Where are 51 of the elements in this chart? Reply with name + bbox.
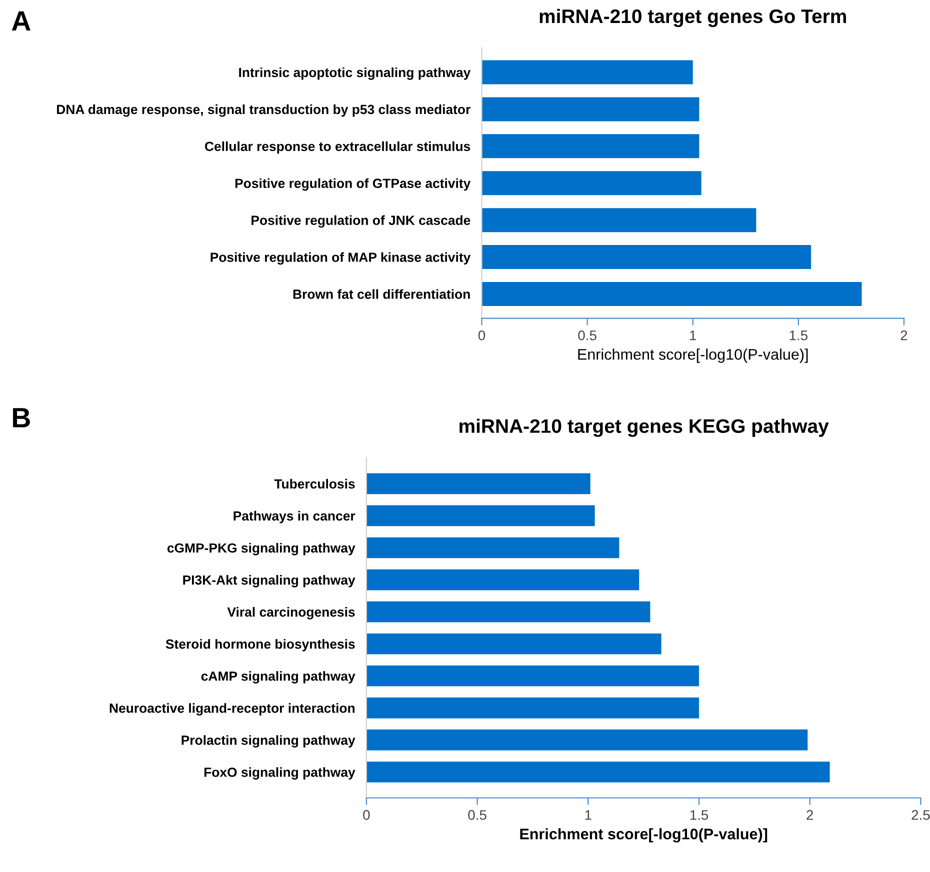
bar: [366, 762, 830, 782]
x-axis-title: Enrichment score[-log10(P-value)]: [578, 348, 808, 363]
y-tick-label: Steroid hormone biosynthesis: [166, 639, 355, 652]
x-tick-label: 0: [363, 810, 370, 820]
y-tick-label: Cellular response to extracellular stimulus: [205, 141, 470, 154]
y-tick-label: Positive regulation of GTPase activity: [235, 178, 471, 191]
y-tick-label: cAMP signaling pathway: [201, 671, 356, 684]
y-tick-label: PI3K-Akt signaling pathway: [183, 575, 356, 588]
y-tick-label: Prolactin signaling pathway: [182, 735, 356, 748]
y-tick-label: Positive regulation of MAP kinase activity: [210, 252, 471, 265]
y-tick-label: Pathways in cancer: [234, 510, 356, 524]
y-tick-label: Tuberculosis: [274, 478, 355, 489]
y-tick-label: Brown fat cell differentiation: [293, 289, 470, 299]
bar: [482, 282, 862, 306]
bar: [482, 60, 693, 84]
x-tick-label: 1: [585, 810, 592, 820]
text: B: [13, 408, 30, 428]
y-tick-label: FoxO signaling pathway: [204, 767, 356, 780]
y-tick-label: cGMP-PKG signaling pathway: [167, 542, 356, 556]
x-tick-label: 2: [900, 330, 908, 340]
chart-title: miRNA-210 target genes Go Term: [540, 8, 846, 28]
bar: [366, 730, 808, 750]
x-tick-label: 1: [690, 330, 696, 340]
y-tick-label: DNA damage response, signal transduction by p53 class mediator: [57, 104, 470, 117]
x-tick-label: 0.5: [468, 810, 486, 820]
bar: [482, 134, 700, 158]
bar: [482, 208, 756, 232]
x-tick-label: 1.5: [690, 810, 708, 820]
text: A: [12, 11, 30, 31]
bar: [366, 473, 590, 494]
y-tick-label: Intrinsic apoptotic signaling pathway: [239, 67, 471, 80]
x-tick-label: 2: [806, 810, 814, 820]
x-tick-label: 0.5: [578, 330, 596, 340]
bar: [366, 505, 595, 526]
x-tick-label: 1.5: [790, 330, 808, 340]
bar: [366, 537, 620, 558]
bar: [366, 569, 640, 590]
bar: [482, 171, 702, 196]
x-tick-label: 2.5: [912, 810, 930, 820]
x-tick-label: 0: [478, 330, 486, 340]
chart-title: miRNA-210 target genes KEGG pathway: [460, 418, 829, 437]
bar: [482, 245, 812, 270]
bar: [366, 633, 662, 654]
y-tick-label: Positive regulation of JNK cascade: [252, 215, 470, 228]
bar: [366, 601, 650, 622]
bar: [366, 698, 699, 718]
bar: [482, 97, 700, 122]
y-tick-label: Viral carcinogenesis: [227, 607, 355, 620]
x-axis-title: Enrichment score[-log10(P-value)]: [520, 828, 768, 842]
y-tick-label: Neuroactive ligand-receptor interaction: [110, 703, 355, 716]
bar: [366, 665, 699, 686]
